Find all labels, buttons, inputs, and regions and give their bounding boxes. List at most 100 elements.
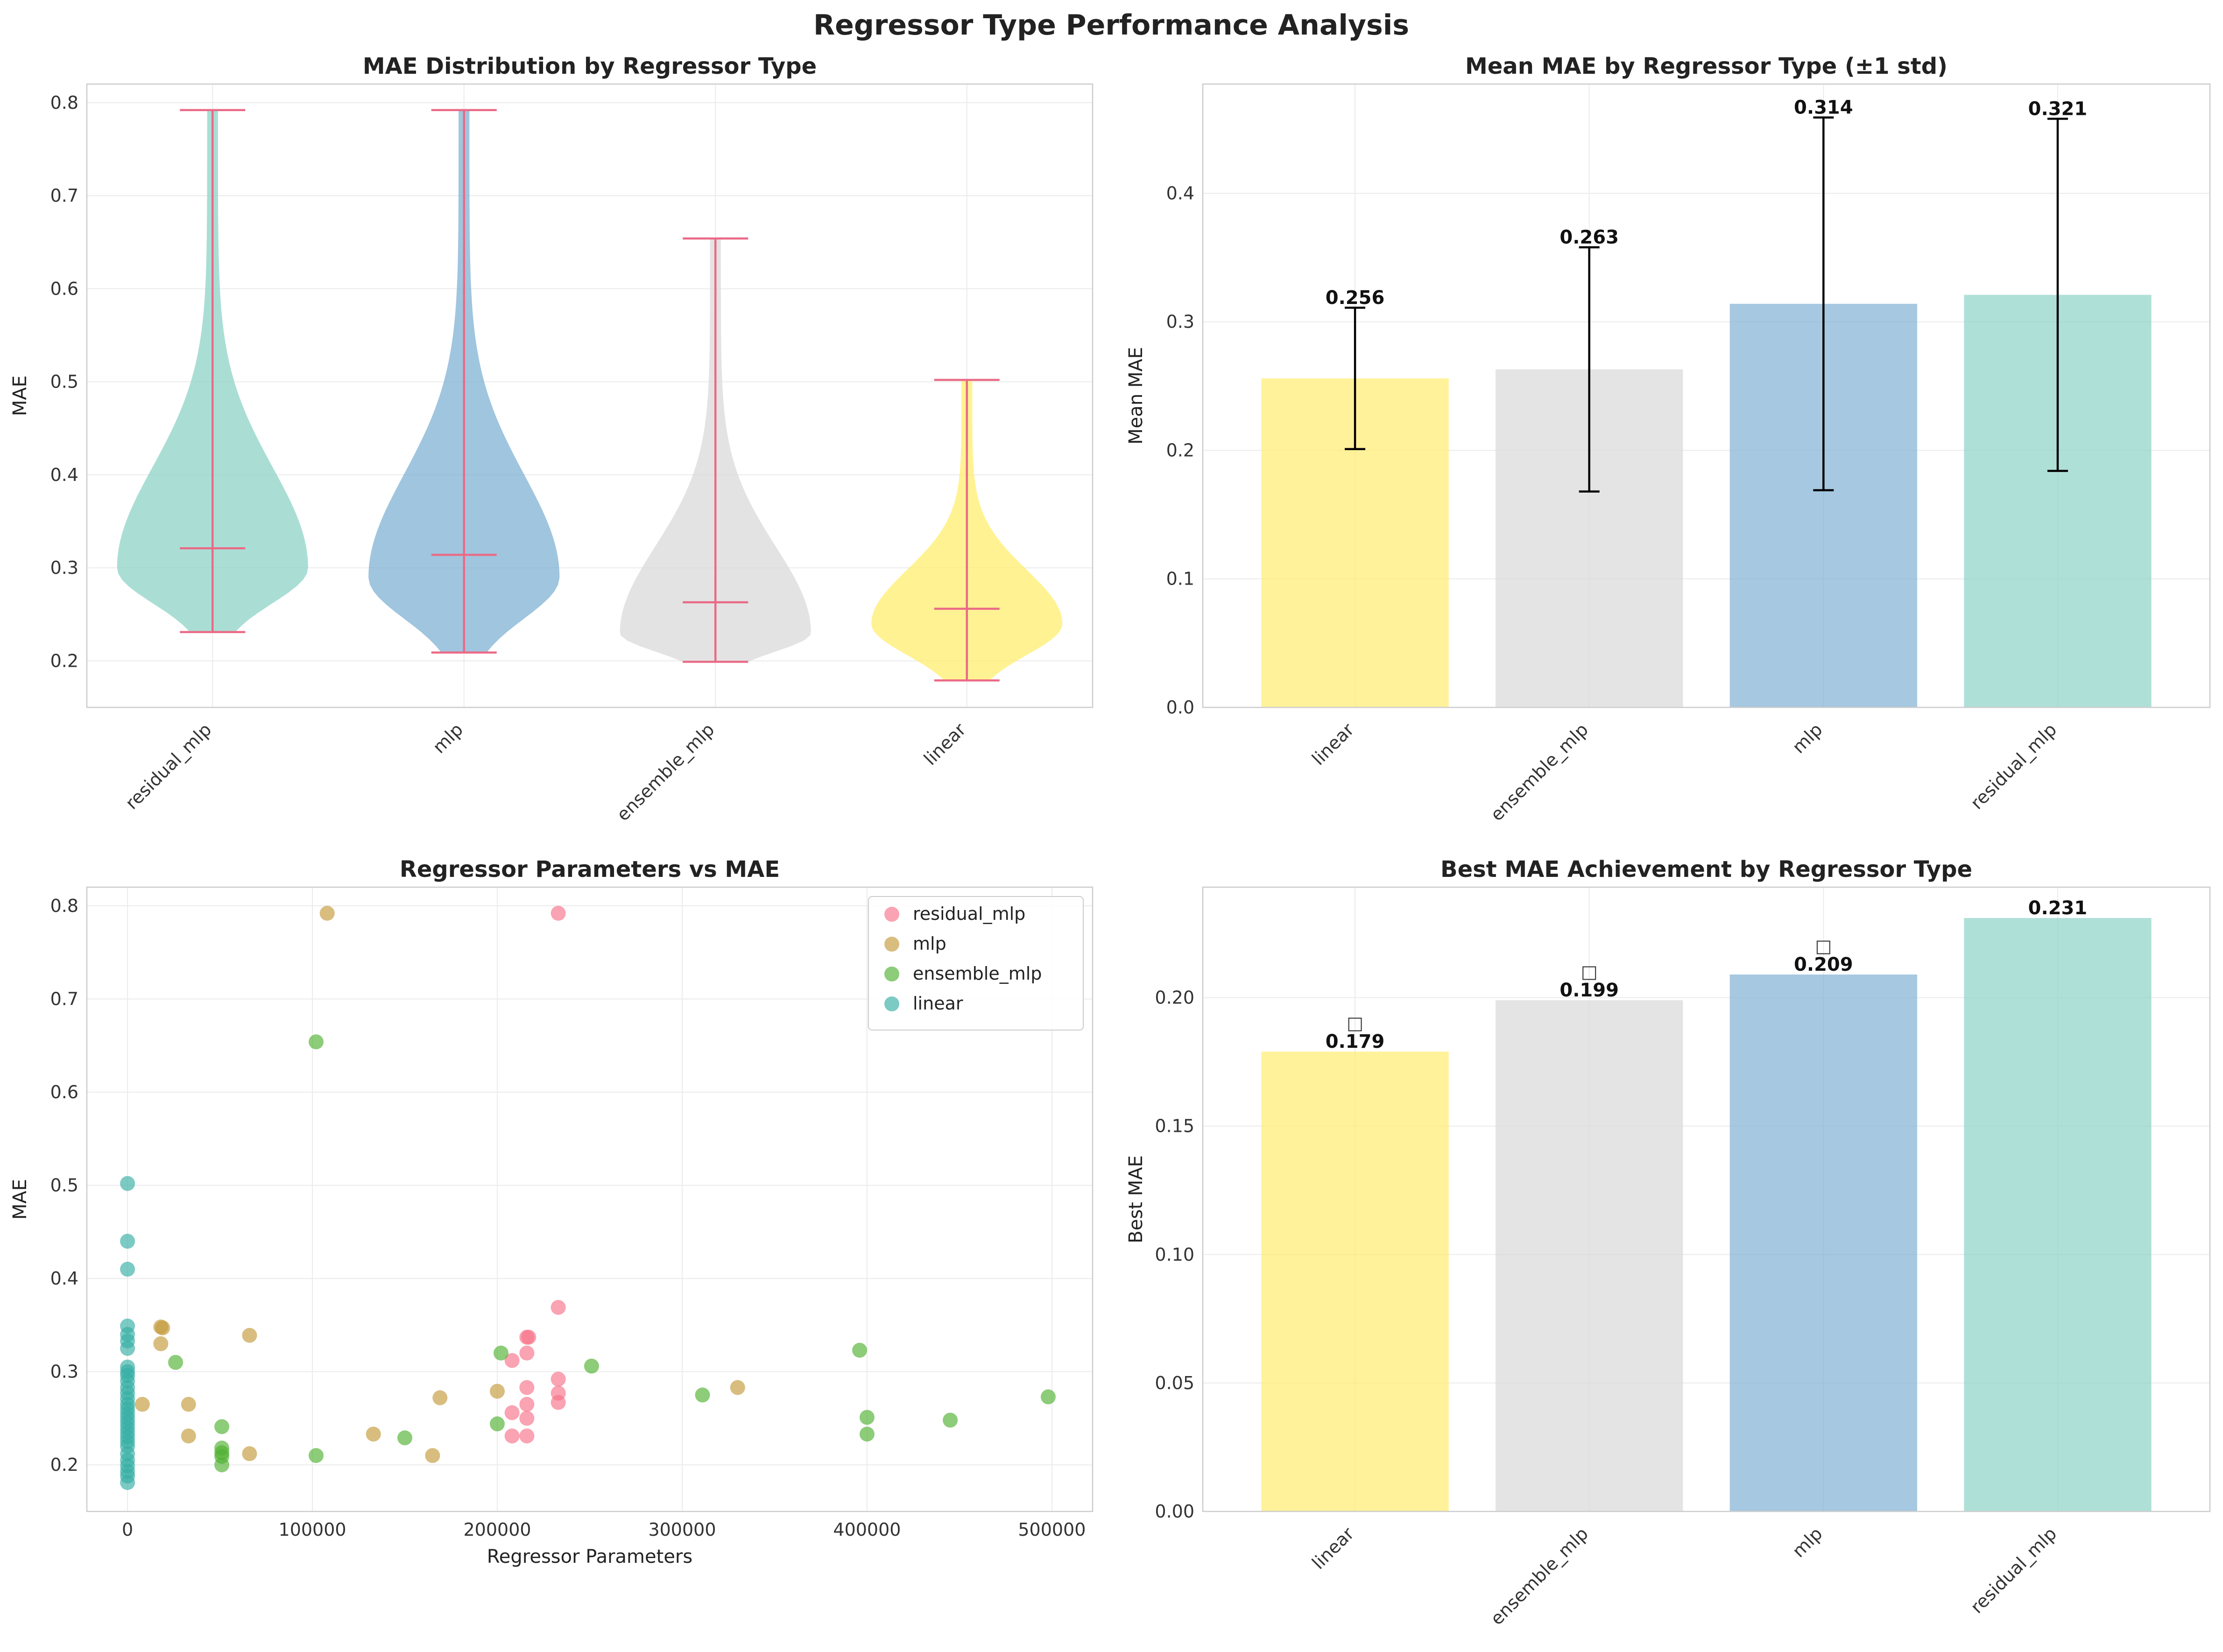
value-label-residual_mlp: 0.321	[2028, 98, 2088, 120]
bar-marker-mlp: □	[1815, 936, 1832, 956]
point-ensemble_mlp	[214, 1419, 230, 1434]
y-axis-label: Best MAE	[1125, 1155, 1147, 1243]
point-residual_mlp	[550, 1299, 566, 1315]
y-tick-label: 0.5	[50, 372, 78, 392]
point-ensemble_mlp	[490, 1416, 505, 1432]
point-residual_mlp	[504, 1353, 520, 1368]
panel-title: MAE Distribution by Regressor Type	[363, 53, 817, 79]
point-ensemble_mlp	[584, 1358, 599, 1374]
point-residual_mlp	[504, 1405, 520, 1420]
point-residual_mlp	[550, 1395, 566, 1410]
y-tick-label: 0.7	[50, 988, 78, 1009]
point-residual_mlp	[504, 1428, 520, 1444]
y-tick-label: 0.4	[50, 465, 78, 485]
point-residual_mlp	[550, 1371, 566, 1387]
point-ensemble_mlp	[308, 1034, 324, 1050]
point-mlp	[425, 1448, 440, 1463]
best-mae-panel: 0.000.050.100.150.200.179□0.199□ 0.209□0.…	[1125, 856, 2211, 1629]
value-label-ensemble_mlp: 0.199	[1560, 980, 1619, 1001]
axes-frame	[1202, 83, 2211, 708]
y-tick-label: 0.4	[50, 1268, 78, 1289]
y-tick-label: 0.8	[50, 896, 78, 916]
value-label-ensemble_mlp: 0.263	[1560, 227, 1619, 248]
point-linear	[120, 1262, 135, 1277]
x-tick-label: 500000	[1018, 1519, 1086, 1540]
point-residual_mlp	[519, 1345, 535, 1361]
figure-title: Regressor Type Performance Analysis	[813, 9, 1409, 42]
scatter-panel: 0.2 0.3 0.4 0.5 0.6 0.7 0.8 0 100000 200000 300000…	[9, 856, 1094, 1567]
point-mlp	[242, 1446, 257, 1461]
point-ensemble_mlp	[695, 1387, 710, 1403]
point-mlp	[366, 1426, 381, 1442]
point-mlp	[181, 1397, 196, 1412]
panel-title: Best MAE Achievement by Regressor Type	[1440, 856, 1972, 882]
point-ensemble_mlp	[1040, 1389, 1056, 1405]
point-residual_mlp	[550, 905, 566, 921]
point-mlp	[242, 1327, 257, 1343]
point-mlp	[134, 1397, 150, 1412]
y-tick-label: 0.00	[1155, 1501, 1194, 1522]
point-ensemble_mlp	[859, 1426, 875, 1442]
bar-linear	[1261, 1052, 1449, 1511]
value-label-residual_mlp: 0.231	[2028, 897, 2088, 919]
point-residual_mlp	[519, 1397, 535, 1412]
point-ensemble_mlp	[397, 1430, 413, 1446]
point-linear	[120, 1176, 135, 1191]
x-tick-label: 100000	[279, 1519, 346, 1540]
value-label-linear: 0.256	[1326, 287, 1385, 309]
point-linear	[120, 1475, 135, 1490]
y-tick-label: 0.05	[1155, 1373, 1194, 1393]
point-ensemble_mlp	[214, 1457, 230, 1473]
point-mlp	[155, 1320, 170, 1335]
y-tick-label: 0.6	[50, 1082, 78, 1102]
y-tick-label: 0.7	[50, 185, 78, 206]
y-tick-label: 0.2	[50, 1454, 78, 1475]
point-ensemble_mlp	[852, 1342, 868, 1358]
legend-box	[868, 896, 1084, 1031]
legend-label-residual_mlp: residual_mlp	[913, 904, 1025, 924]
point-mlp	[153, 1336, 169, 1351]
legend-marker-mlp	[884, 937, 899, 952]
y-tick-label: 0.5	[50, 1175, 78, 1196]
x-tick-label: 400000	[833, 1519, 901, 1540]
legend-label-linear: linear	[913, 993, 963, 1014]
bar-residual_mlp	[1964, 918, 2152, 1511]
x-tick-label: 0	[122, 1519, 133, 1540]
point-ensemble_mlp	[308, 1448, 324, 1463]
y-tick-label: 0.20	[1155, 988, 1194, 1008]
legend-label-mlp: mlp	[913, 933, 946, 954]
y-tick-label: 0.1	[1166, 569, 1194, 589]
y-tick-label: 0.6	[50, 278, 78, 299]
panel-title: Regressor Parameters vs MAE	[400, 856, 780, 882]
point-residual_mlp	[521, 1329, 536, 1345]
point-residual_mlp	[519, 1411, 535, 1426]
y-tick-label: 0.2	[50, 650, 78, 671]
y-axis-label: MAE	[9, 375, 31, 416]
y-tick-label: 0.15	[1155, 1116, 1194, 1137]
y-tick-label: 0.4	[1166, 183, 1194, 204]
y-tick-label: 0.3	[1166, 311, 1194, 332]
y-tick-label: 0.2	[1166, 440, 1194, 460]
y-tick-label: 0.3	[50, 1362, 78, 1382]
axes-frame	[86, 886, 1094, 1512]
legend-marker-ensemble_mlp	[884, 967, 899, 981]
axes-frame	[1202, 886, 2211, 1512]
point-residual_mlp	[519, 1428, 535, 1444]
legend-marker-linear	[884, 996, 899, 1011]
y-tick-label: 0.0	[1166, 697, 1194, 718]
value-label-mlp: 0.209	[1794, 954, 1853, 975]
y-tick-label: 0.10	[1155, 1244, 1194, 1265]
point-residual_mlp	[519, 1380, 535, 1395]
bar-marker-ensemble_mlp: □	[1581, 961, 1598, 982]
point-mlp	[432, 1390, 448, 1405]
bar-ensemble_mlp	[1496, 1000, 1683, 1511]
point-ensemble_mlp	[943, 1412, 958, 1428]
y-tick-label: 0.8	[50, 92, 78, 113]
x-axis-label: Regressor Parameters	[487, 1546, 692, 1567]
point-mlp	[181, 1428, 196, 1444]
y-axis-label: Mean MAE	[1125, 347, 1147, 445]
point-ensemble_mlp	[493, 1345, 508, 1361]
